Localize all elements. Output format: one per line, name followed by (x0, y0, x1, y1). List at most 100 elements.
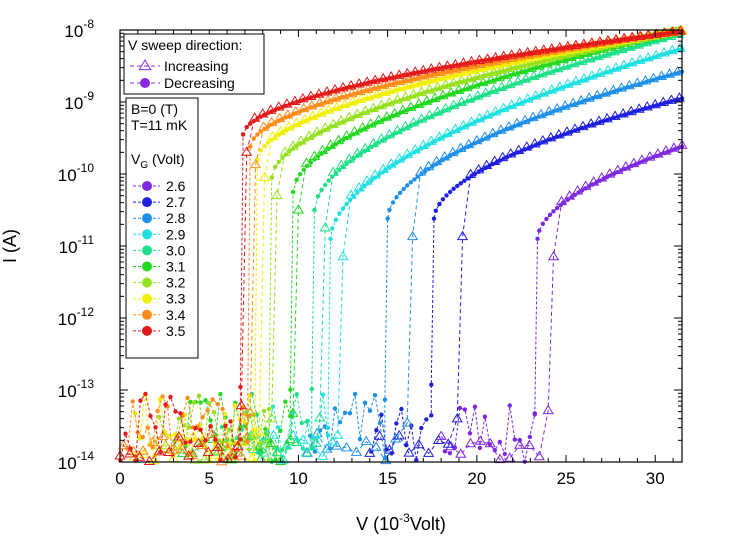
increasing-sweep-point (257, 438, 270, 449)
increasing-sweep-line (119, 30, 681, 463)
decreasing-sweep-point (328, 236, 333, 241)
decreasing-sweep-point (419, 425, 424, 431)
y-axis-title: I (A) (0, 229, 20, 263)
y-tick-labels: 10-14 10-13 10-12 10-11 10-10 10-9 10-8 (58, 17, 95, 473)
increasing-sweep-point (560, 60, 572, 70)
decreasing-sweep-point (367, 408, 373, 413)
increasing-sweep-point (513, 144, 525, 154)
x-tick-label: 25 (557, 469, 576, 488)
decreasing-sweep-point (198, 427, 203, 432)
decreasing-sweep-point (385, 216, 390, 221)
vg-legend-label: 3.3 (166, 291, 186, 307)
decreasing-sweep-point (304, 419, 309, 424)
decreasing-sweep-point (269, 175, 274, 180)
increasing-sweep-point (423, 109, 436, 120)
decreasing-sweep-point (502, 451, 507, 457)
decreasing-sweep-point (376, 140, 381, 145)
increasing-sweep-point (401, 417, 413, 427)
increasing-sweep-point (423, 447, 435, 457)
increasing-sweep-point (284, 433, 297, 444)
decreasing-sweep-point (132, 411, 137, 416)
decreasing-sweep-point (330, 226, 335, 231)
increasing-sweep-point (426, 68, 438, 78)
decreasing-sweep-point (223, 423, 228, 429)
decreasing-sweep-point (462, 178, 467, 183)
increasing-sweep-point (253, 426, 265, 436)
increasing-sweep-point (546, 84, 558, 94)
increasing-sweep-point (449, 123, 462, 134)
increasing-sweep-point (353, 181, 365, 192)
increasing-sweep-point (235, 399, 247, 410)
x-tick-label: 5 (204, 469, 213, 488)
decreasing-sweep-point (240, 132, 246, 137)
decreasing-sweep-point (424, 417, 429, 422)
increasing-sweep-point (346, 87, 358, 98)
increasing-sweep-point (569, 123, 581, 133)
increasing-sweep-point (241, 146, 253, 156)
increasing-sweep-point (360, 435, 372, 446)
increasing-sweep-point (594, 67, 606, 77)
increasing-sweep-point (249, 158, 262, 169)
decreasing-sweep-point (140, 435, 145, 440)
increasing-sweep-point (187, 430, 199, 441)
increasing-sweep-point (337, 81, 349, 92)
increasing-sweep-point (633, 103, 645, 113)
increasing-sweep-point (370, 81, 382, 91)
decreasing-sweep-point (245, 439, 250, 444)
increasing-sweep-point (480, 87, 492, 97)
decreasing-sweep-point (325, 425, 331, 430)
data-layer (114, 24, 688, 466)
decreasing-sweep-point (612, 50, 617, 56)
increasing-sweep-point (665, 94, 677, 104)
decreasing-sweep-point (462, 407, 468, 412)
increasing-sweep-point (232, 440, 244, 451)
decreasing-sweep-point (394, 195, 399, 200)
decreasing-sweep-point (604, 52, 610, 58)
increasing-sweep-point (202, 446, 214, 456)
decreasing-sweep-point (251, 136, 256, 141)
increasing-sweep-point (425, 63, 437, 73)
increasing-sweep-point (608, 45, 620, 56)
increasing-sweep-point (514, 439, 526, 449)
increasing-sweep-point (399, 91, 412, 102)
increasing-sweep-point (316, 144, 329, 155)
increasing-sweep-point (520, 73, 532, 83)
decreasing-sweep-point (228, 419, 233, 424)
increasing-sweep-point (369, 169, 381, 179)
decreasing-sweep-point (252, 427, 257, 432)
increasing-sweep-point (425, 135, 437, 145)
decreasing-sweep-point (218, 457, 223, 463)
increasing-sweep-point (266, 412, 278, 423)
vg-legend-label: 2.7 (166, 194, 186, 210)
increasing-sweep-point (559, 100, 571, 110)
increasing-sweep-point (281, 98, 293, 108)
increasing-sweep-point (367, 102, 379, 112)
decreasing-sweep-point (362, 400, 368, 405)
increasing-sweep-point (639, 75, 652, 85)
increasing-sweep-point (322, 94, 334, 105)
decreasing-sweep-point (414, 458, 419, 463)
increasing-sweep-point (618, 59, 630, 70)
increasing-sweep-point (602, 64, 614, 75)
increasing-sweep-point (433, 131, 445, 141)
increasing-sweep-point (471, 134, 483, 145)
increasing-sweep-point (666, 26, 678, 36)
increasing-sweep-point (663, 68, 676, 78)
increasing-sweep-point (429, 92, 441, 103)
increasing-sweep-point (199, 454, 211, 464)
increasing-sweep-point (413, 98, 425, 108)
vg-legend-marker (142, 213, 152, 224)
increasing-sweep-point (331, 101, 343, 111)
increasing-sweep-point (321, 443, 333, 453)
increasing-sweep-point (177, 433, 189, 443)
vg-legend-label: 3.0 (166, 242, 186, 258)
increasing-sweep-point (133, 451, 146, 461)
y-tick-label: 10-8 (64, 17, 94, 41)
increasing-sweep-point (437, 89, 449, 100)
increasing-sweep-point (435, 430, 447, 440)
decreasing-sweep-point (540, 221, 545, 226)
decreasing-sweep-point (225, 443, 230, 449)
vg-legend-title: VG (Volt) (131, 151, 185, 171)
increasing-sweep-point (350, 446, 363, 456)
